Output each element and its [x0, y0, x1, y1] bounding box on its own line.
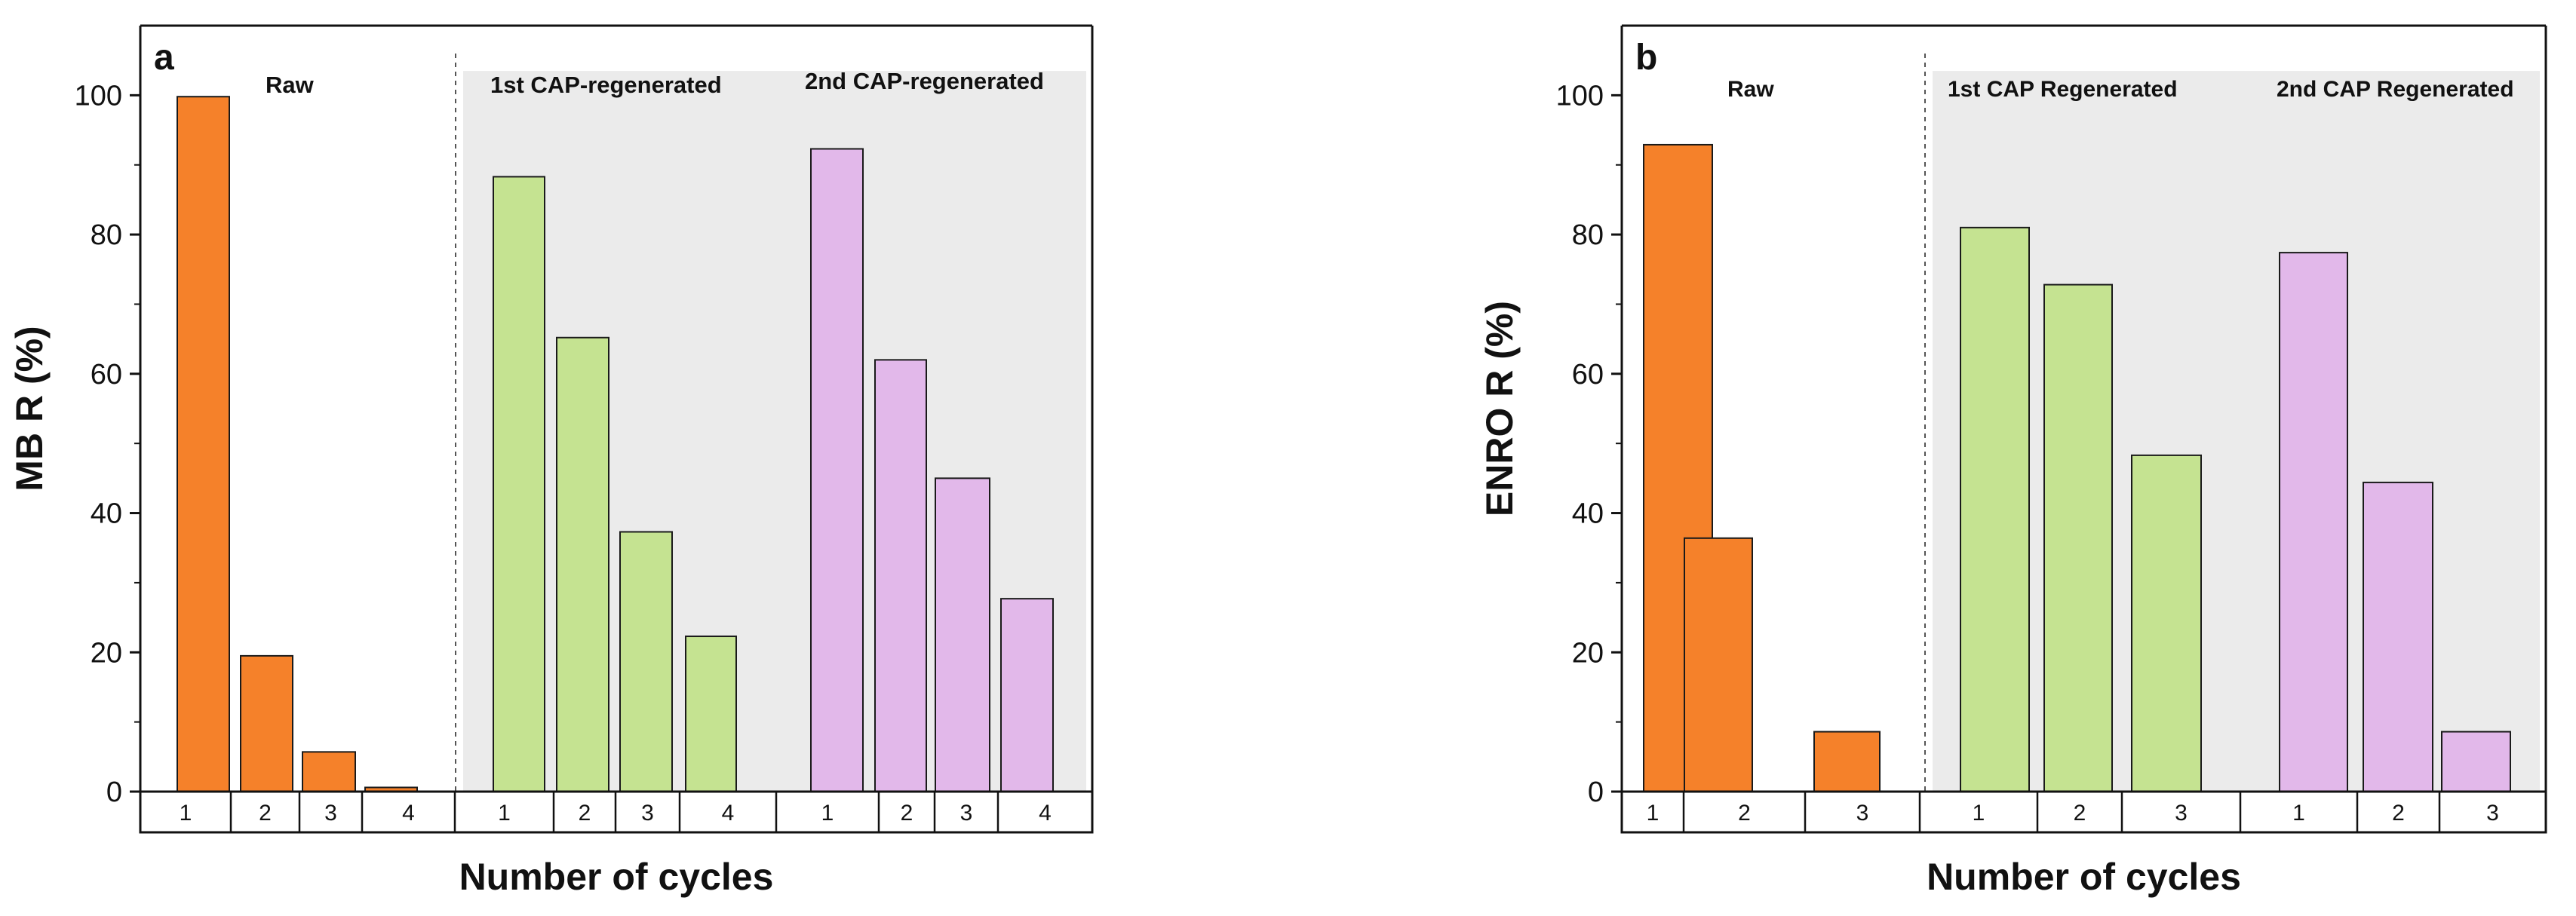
regenerated-shading [1933, 71, 2540, 792]
x-tick-label-1-2: 2 [259, 801, 272, 826]
x-tick-label-1-3: 3 [1856, 801, 1869, 826]
x-axis-title: Number of cycles [459, 856, 774, 898]
y-tick-label-20: 20 [91, 637, 122, 669]
y-tick-label-80: 80 [1572, 219, 1604, 251]
x-tick-label-1-1: 1 [180, 801, 192, 826]
y-tick-label-40: 40 [1572, 498, 1604, 530]
x-tick-label-1-3: 3 [324, 801, 337, 826]
bar-2-4 [685, 636, 737, 793]
group-label-2: 1st CAP-regenerated [490, 72, 722, 98]
bar-1-3 [1813, 731, 1881, 792]
bar-2-2 [2043, 283, 2113, 792]
group-label-3: 2nd CAP-regenerated [805, 68, 1044, 94]
x-tick-label-2-2: 2 [2074, 801, 2086, 826]
y-axis-title: MB R (%) [8, 326, 51, 491]
y-tick-label-40: 40 [91, 498, 122, 530]
x-tick-label-1-4: 4 [402, 801, 415, 826]
bar-3-3 [935, 477, 990, 792]
category-box-row [1620, 790, 2547, 834]
bar-1-2 [240, 654, 293, 793]
bar-1-2 [1684, 537, 1753, 793]
x-tick-label-3-2: 2 [901, 801, 913, 826]
y-axis-title: ENRO R (%) [1478, 301, 1521, 516]
x-tick-label-2-3: 3 [2175, 801, 2188, 826]
x-tick-label-3-1: 1 [2292, 801, 2305, 826]
bar-2-1 [493, 176, 545, 793]
panel-b: 1 2 3 1 2 3 1 2 3 0 20 40 60 80 100 Raw 1st CAP Regenera… [1478, 24, 2547, 898]
group-label-1: Raw [1727, 77, 1774, 102]
y-tick-label-20: 20 [1572, 637, 1604, 669]
x-tick-label-2-3: 3 [641, 801, 654, 826]
x-tick-label-2-2: 2 [579, 801, 591, 826]
bar-2-3 [2131, 454, 2202, 792]
x-tick-label-3-1: 1 [821, 801, 834, 826]
y-tick-label-80: 80 [91, 219, 122, 251]
group-label-3: 2nd CAP Regenerated [2277, 77, 2514, 102]
group-label-1: Raw [266, 72, 315, 98]
y-tick-label-100: 100 [75, 80, 122, 112]
x-tick-label-3-3: 3 [960, 801, 973, 826]
x-tick-label-1-1: 1 [1647, 801, 1660, 826]
x-tick-label-3-2: 2 [2392, 801, 2405, 826]
bar-1-3 [302, 751, 356, 792]
bar-3-4 [1000, 598, 1054, 792]
x-tick-label-2-1: 1 [498, 801, 511, 826]
bar-2-1 [1960, 226, 2030, 792]
x-axis-title: Number of cycles [1927, 856, 2241, 898]
x-tick-label-2-4: 4 [722, 801, 735, 826]
bar-1-1 [177, 96, 230, 792]
bar-3-1 [810, 148, 864, 792]
x-tick-label-2-1: 1 [1973, 801, 1985, 826]
panel-letter: b [1635, 38, 1657, 78]
y-tick-label-60: 60 [1572, 359, 1604, 391]
y-tick-label-60: 60 [91, 359, 122, 391]
x-tick-label-3-3: 3 [2486, 801, 2499, 826]
group-label-2: 1st CAP Regenerated [1948, 77, 2178, 102]
bar-3-2 [874, 359, 927, 792]
bar-3-3 [2441, 731, 2511, 792]
y-tick-label-0: 0 [106, 777, 122, 808]
bar-3-2 [2363, 481, 2433, 792]
panel-letter: a [154, 38, 174, 78]
y-tick-label-0: 0 [1588, 777, 1604, 808]
bar-3-1 [2279, 252, 2348, 792]
x-tick-label-1-2: 2 [1738, 801, 1751, 826]
y-tick-label-100: 100 [1556, 80, 1604, 112]
bar-2-2 [556, 336, 609, 793]
x-tick-label-3-4: 4 [1039, 801, 1052, 826]
bar-2-3 [619, 531, 673, 792]
